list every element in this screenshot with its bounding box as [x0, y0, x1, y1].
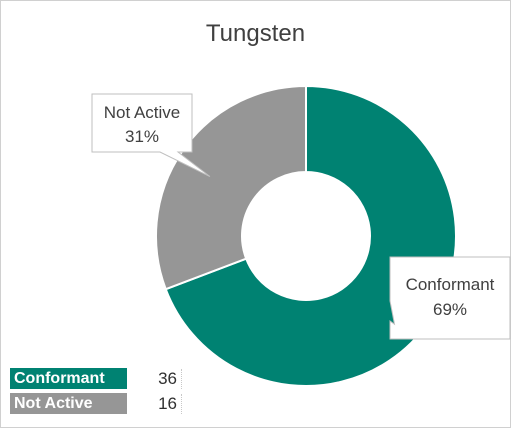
legend-label-not-active: Not Active	[10, 393, 127, 414]
callout-box-conformant	[389, 256, 511, 340]
callout-not-active: Not Active 31%	[91, 93, 211, 177]
callout-category-conformant: Conformant	[406, 275, 495, 294]
legend-label-conformant: Conformant	[10, 368, 127, 389]
callout-percent-not-active: 31%	[125, 127, 159, 146]
legend-count-conformant: 36	[127, 368, 182, 389]
callout-conformant: Conformant 69%	[389, 256, 511, 340]
callout-category-not-active: Not Active	[104, 103, 181, 122]
callout-percent-conformant: 69%	[433, 300, 467, 319]
legend: Conformant 36 Not Active 16	[8, 366, 182, 416]
slice-not-active	[155, 84, 307, 291]
legend-count-not-active: 16	[127, 393, 182, 414]
chart-title: Tungsten	[205, 20, 306, 47]
callout-box-not-active	[91, 93, 211, 177]
legend-row-not-active: Not Active 16	[8, 391, 182, 416]
slice-conformant	[164, 84, 457, 387]
legend-row-conformant: Conformant 36	[8, 366, 182, 391]
